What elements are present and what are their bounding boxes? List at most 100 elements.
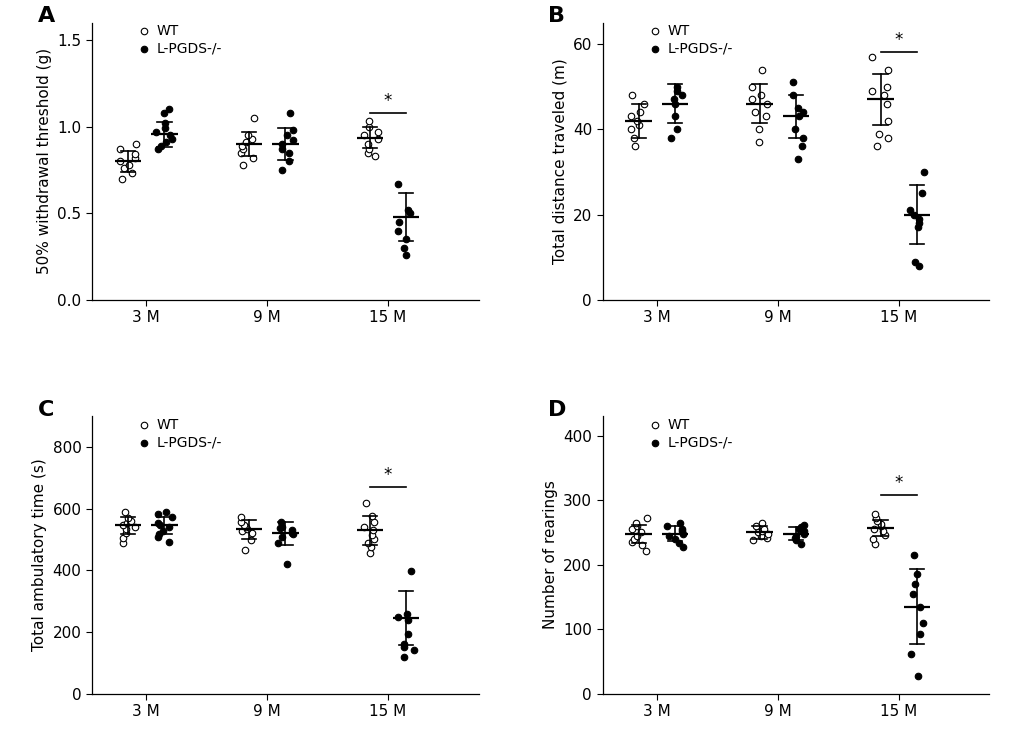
Point — [366, 533, 382, 545]
Point — [631, 119, 647, 131]
Point — [668, 81, 685, 93]
Text: A: A — [38, 6, 55, 26]
Point — [403, 565, 419, 577]
Point — [161, 521, 177, 533]
Point — [401, 207, 418, 219]
Point — [114, 537, 130, 549]
Point — [906, 256, 922, 268]
Point — [232, 516, 249, 528]
Point — [389, 178, 406, 190]
Point — [152, 519, 168, 531]
Point — [390, 216, 407, 228]
Point — [361, 143, 377, 155]
Point — [284, 524, 301, 536]
Point — [754, 63, 770, 75]
Point — [361, 547, 377, 559]
Point — [795, 132, 811, 144]
Point — [796, 525, 812, 537]
Point — [668, 85, 685, 97]
Point — [790, 523, 806, 535]
Point — [148, 126, 164, 138]
Point — [235, 519, 252, 531]
Point — [626, 533, 642, 545]
Point — [624, 536, 640, 548]
Point — [666, 98, 683, 110]
Point — [246, 112, 262, 124]
Point — [877, 98, 894, 110]
Point — [623, 123, 639, 135]
Point — [124, 167, 141, 179]
Point — [399, 204, 416, 216]
Point — [867, 512, 883, 524]
Point — [623, 110, 639, 122]
Point — [237, 521, 254, 533]
Point — [398, 608, 415, 621]
Point — [870, 127, 887, 139]
Point — [795, 519, 811, 531]
Point — [668, 123, 685, 135]
Point — [750, 526, 766, 538]
Point — [274, 143, 290, 155]
Point — [902, 648, 918, 660]
Point — [237, 544, 254, 556]
Point — [675, 541, 691, 553]
Point — [232, 510, 249, 523]
Point — [234, 139, 251, 152]
Point — [280, 146, 297, 158]
Point — [674, 525, 690, 537]
Point — [753, 516, 769, 529]
Point — [360, 138, 376, 150]
Point — [157, 117, 173, 129]
Point — [163, 133, 179, 145]
Point — [117, 506, 133, 518]
Y-axis label: 50% withdrawal threshold (g): 50% withdrawal threshold (g) — [37, 48, 52, 274]
Point — [115, 532, 131, 544]
Point — [360, 121, 376, 133]
Text: *: * — [894, 31, 902, 49]
Point — [792, 521, 808, 533]
Point — [879, 115, 896, 127]
Point — [658, 520, 675, 532]
Point — [750, 123, 766, 135]
Point — [744, 534, 760, 546]
Point — [118, 528, 135, 540]
Point — [364, 510, 380, 522]
Point — [638, 512, 654, 524]
Point — [397, 233, 414, 245]
Text: *: * — [894, 474, 902, 492]
Point — [638, 544, 654, 556]
Point — [126, 521, 143, 533]
Point — [872, 520, 889, 532]
Point — [752, 529, 768, 541]
Point — [910, 213, 926, 225]
Point — [868, 140, 884, 152]
Point — [151, 528, 167, 540]
Point — [788, 529, 804, 541]
Point — [243, 534, 259, 546]
Point — [115, 519, 131, 531]
Point — [863, 51, 879, 63]
Point — [150, 508, 166, 520]
Point — [747, 520, 763, 532]
Point — [865, 523, 881, 535]
Point — [905, 549, 921, 561]
Text: *: * — [383, 466, 392, 484]
Point — [865, 538, 881, 550]
Point — [794, 106, 810, 118]
Point — [156, 122, 172, 134]
Point — [118, 516, 135, 529]
Point — [750, 136, 766, 148]
Legend: WT, L-PGDS-/-: WT, L-PGDS-/- — [138, 24, 222, 56]
Point — [910, 260, 926, 272]
Point — [632, 526, 648, 538]
Text: C: C — [38, 400, 54, 420]
Point — [112, 155, 128, 167]
Text: *: * — [383, 92, 392, 110]
Point — [905, 209, 921, 221]
Point — [789, 102, 805, 114]
Point — [874, 89, 891, 101]
Point — [356, 521, 372, 533]
Y-axis label: Number of rearings: Number of rearings — [542, 480, 557, 630]
Point — [666, 110, 683, 122]
Point — [788, 534, 804, 546]
